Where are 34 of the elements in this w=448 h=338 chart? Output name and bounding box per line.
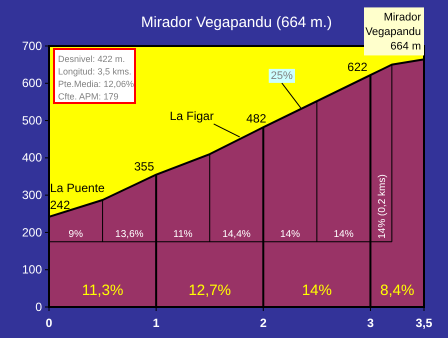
annotation: 355 [134, 160, 154, 174]
annotation: 13,6% [115, 228, 144, 240]
annotation: 9% [68, 228, 84, 240]
annotation: 622 [347, 60, 368, 74]
annotation: La Figar [170, 108, 214, 123]
annotation: 8,4% [380, 282, 414, 299]
y-tick-label: 500 [22, 113, 42, 128]
annotation: Mirador Vegapandu 664 m [365, 11, 422, 52]
annotation: Desnivel: 422 m. Longitud: 3,5 kms. Pte.Media: 12,06% Cfte. APM: 179 [58, 54, 134, 102]
annotation: 11% [173, 228, 193, 240]
annotation: 25% [270, 70, 294, 82]
annotation: 14% [334, 228, 354, 240]
x-tick-label: 3 [367, 316, 374, 330]
y-tick-label: 200 [22, 225, 42, 240]
annotation: 12,7% [188, 282, 231, 299]
y-tick-label: 700 [22, 38, 42, 53]
annotation: 242 [50, 198, 70, 212]
y-tick-label: 300 [22, 188, 42, 202]
annotation: 14% [302, 282, 332, 299]
y-tick-label: 600 [22, 76, 42, 90]
annotation: 14% (0,2 kms) [377, 174, 388, 239]
annotation: 14,4% [222, 228, 251, 240]
y-tick-label: 400 [22, 150, 42, 165]
chart-title: Mirador Vegapandu (664 m.) [141, 14, 332, 31]
x-tick-label: 1 [152, 316, 160, 330]
x-tick-label: 3,5 [416, 316, 433, 330]
annotation: 482 [246, 111, 267, 126]
annotation: La Puente [50, 180, 106, 195]
x-tick-label: 0 [46, 316, 53, 330]
y-tick-label: 0 [35, 300, 42, 314]
annotation: 14% [280, 228, 300, 240]
y-tick-label: 100 [22, 262, 42, 277]
x-tick-label: 2 [260, 316, 267, 330]
annotation: 11,3% [82, 282, 124, 299]
